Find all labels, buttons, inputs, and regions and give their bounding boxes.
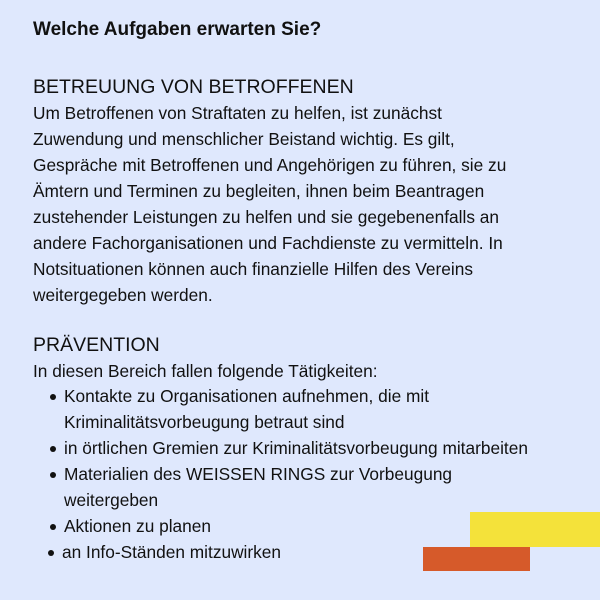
list-item: Aktionen zu planen: [64, 516, 212, 536]
bullet-icon: [48, 550, 54, 556]
decorative-yellow-bar: [470, 512, 600, 547]
body-line: Gespräche mit Betroffenen und Angehörige…: [33, 155, 507, 175]
body-line: weitergegeben werden.: [33, 285, 213, 305]
list-item: Kontakte zu Organisationen aufnehmen, di…: [64, 386, 430, 406]
list-item-continued: weitergeben: [64, 490, 159, 510]
section-heading-praevention: PRÄVENTION: [33, 334, 160, 356]
body-line: Ämtern und Terminen zu begleiten, ihnen …: [33, 181, 485, 201]
section-intro: In diesen Bereich fallen folgende Tätigk…: [33, 361, 378, 381]
body-line: Notsituationen können auch finanzielle H…: [33, 259, 473, 279]
body-line: Um Betroffenen von Straftaten zu helfen,…: [33, 103, 442, 123]
decorative-orange-bar: [423, 547, 530, 571]
list-item-continued: Kriminalitätsvorbeugung betraut sind: [64, 412, 345, 432]
bullet-icon: [50, 446, 56, 452]
list-item: in örtlichen Gremien zur Kriminalitätsvo…: [64, 438, 528, 458]
bullet-icon: [50, 524, 56, 530]
body-line: zustehender Leistungen zu helfen und sie…: [33, 207, 499, 227]
body-line: Zuwendung und menschlicher Beistand wich…: [33, 129, 455, 149]
bullet-icon: [50, 394, 56, 400]
bullet-icon: [50, 472, 56, 478]
list-item: Materialien des WEISSEN RINGS zur Vorbeu…: [64, 464, 453, 484]
section-heading-betreuung: BETREUUNG VON BETROFFENEN: [33, 76, 354, 98]
page-title: Welche Aufgaben erwarten Sie?: [33, 19, 322, 40]
body-line: andere Fachorganisationen und Fachdienst…: [33, 233, 503, 253]
list-item: an Info-Ständen mitzuwirken: [62, 542, 282, 562]
